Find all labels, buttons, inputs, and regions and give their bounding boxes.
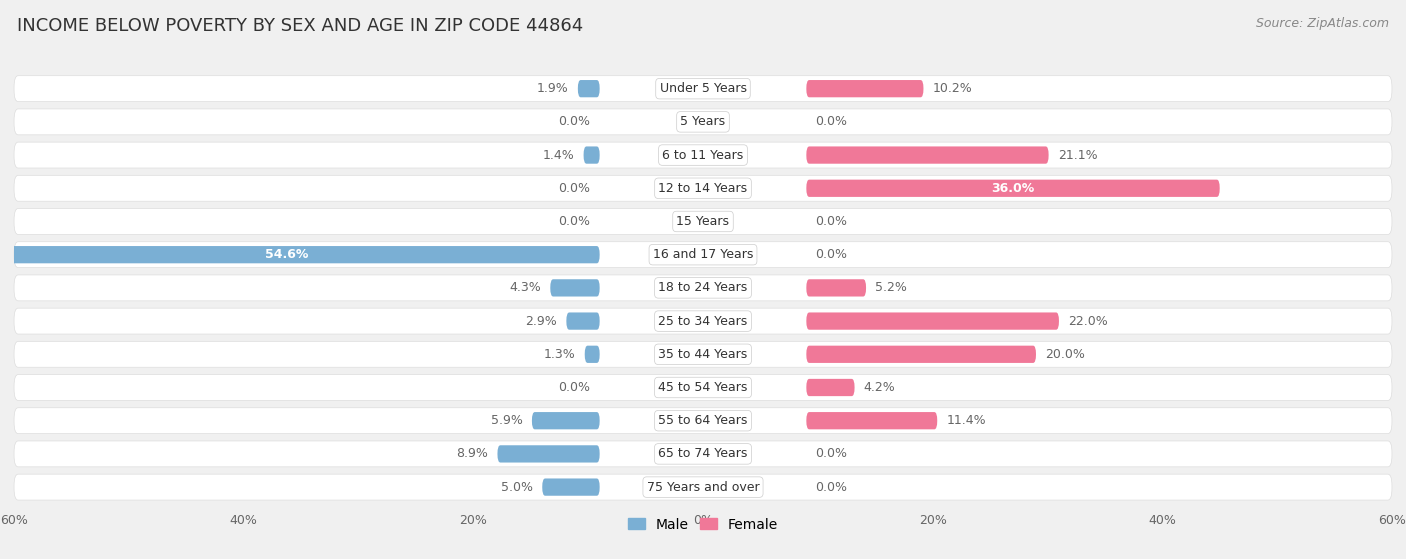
Text: 5.0%: 5.0% (501, 481, 533, 494)
Text: 8.9%: 8.9% (457, 447, 488, 461)
FancyBboxPatch shape (807, 412, 938, 429)
FancyBboxPatch shape (543, 479, 599, 496)
Text: 55 to 64 Years: 55 to 64 Years (658, 414, 748, 427)
Text: 0.0%: 0.0% (815, 447, 848, 461)
Text: 11.4%: 11.4% (946, 414, 986, 427)
Text: 5 Years: 5 Years (681, 115, 725, 129)
Text: 0.0%: 0.0% (558, 115, 591, 129)
Text: 1.4%: 1.4% (543, 149, 575, 162)
FancyBboxPatch shape (14, 441, 1392, 467)
Text: 0.0%: 0.0% (815, 248, 848, 261)
Text: 0.0%: 0.0% (558, 182, 591, 195)
Text: 10.2%: 10.2% (932, 82, 973, 95)
FancyBboxPatch shape (14, 408, 1392, 434)
FancyBboxPatch shape (807, 379, 855, 396)
Text: 4.3%: 4.3% (509, 281, 541, 295)
Text: 0.0%: 0.0% (558, 381, 591, 394)
Text: 35 to 44 Years: 35 to 44 Years (658, 348, 748, 361)
Text: 0.0%: 0.0% (815, 215, 848, 228)
FancyBboxPatch shape (14, 241, 1392, 268)
FancyBboxPatch shape (531, 412, 599, 429)
Text: 0.0%: 0.0% (815, 481, 848, 494)
FancyBboxPatch shape (585, 345, 599, 363)
FancyBboxPatch shape (583, 146, 599, 164)
FancyBboxPatch shape (14, 209, 1392, 234)
FancyBboxPatch shape (550, 280, 599, 296)
Text: 65 to 74 Years: 65 to 74 Years (658, 447, 748, 461)
FancyBboxPatch shape (807, 312, 1059, 330)
Text: INCOME BELOW POVERTY BY SEX AND AGE IN ZIP CODE 44864: INCOME BELOW POVERTY BY SEX AND AGE IN Z… (17, 17, 583, 35)
FancyBboxPatch shape (578, 80, 599, 97)
Text: 36.0%: 36.0% (991, 182, 1035, 195)
Text: 5.2%: 5.2% (875, 281, 907, 295)
Text: 4.2%: 4.2% (863, 381, 896, 394)
FancyBboxPatch shape (14, 474, 1392, 500)
Text: 5.9%: 5.9% (491, 414, 523, 427)
FancyBboxPatch shape (807, 80, 924, 97)
Text: 0.0%: 0.0% (558, 215, 591, 228)
Text: 22.0%: 22.0% (1069, 315, 1108, 328)
Text: 21.1%: 21.1% (1057, 149, 1098, 162)
FancyBboxPatch shape (14, 308, 1392, 334)
Text: Source: ZipAtlas.com: Source: ZipAtlas.com (1256, 17, 1389, 30)
Text: Under 5 Years: Under 5 Years (659, 82, 747, 95)
FancyBboxPatch shape (14, 176, 1392, 201)
FancyBboxPatch shape (807, 345, 1036, 363)
Legend: Male, Female: Male, Female (623, 512, 783, 537)
FancyBboxPatch shape (14, 75, 1392, 102)
FancyBboxPatch shape (498, 446, 599, 462)
Text: 45 to 54 Years: 45 to 54 Years (658, 381, 748, 394)
Text: 0.0%: 0.0% (815, 115, 848, 129)
Text: 1.9%: 1.9% (537, 82, 568, 95)
Text: 16 and 17 Years: 16 and 17 Years (652, 248, 754, 261)
Text: 18 to 24 Years: 18 to 24 Years (658, 281, 748, 295)
Text: 12 to 14 Years: 12 to 14 Years (658, 182, 748, 195)
Text: 2.9%: 2.9% (526, 315, 557, 328)
FancyBboxPatch shape (807, 280, 866, 296)
FancyBboxPatch shape (807, 146, 1049, 164)
Text: 75 Years and over: 75 Years and over (647, 481, 759, 494)
FancyBboxPatch shape (14, 109, 1392, 135)
FancyBboxPatch shape (14, 375, 1392, 400)
FancyBboxPatch shape (567, 312, 599, 330)
Text: 25 to 34 Years: 25 to 34 Years (658, 315, 748, 328)
FancyBboxPatch shape (0, 246, 599, 263)
Text: 20.0%: 20.0% (1045, 348, 1085, 361)
Text: 15 Years: 15 Years (676, 215, 730, 228)
FancyBboxPatch shape (807, 179, 1219, 197)
FancyBboxPatch shape (14, 342, 1392, 367)
Text: 54.6%: 54.6% (264, 248, 308, 261)
FancyBboxPatch shape (14, 275, 1392, 301)
FancyBboxPatch shape (14, 142, 1392, 168)
Text: 6 to 11 Years: 6 to 11 Years (662, 149, 744, 162)
Text: 1.3%: 1.3% (544, 348, 575, 361)
